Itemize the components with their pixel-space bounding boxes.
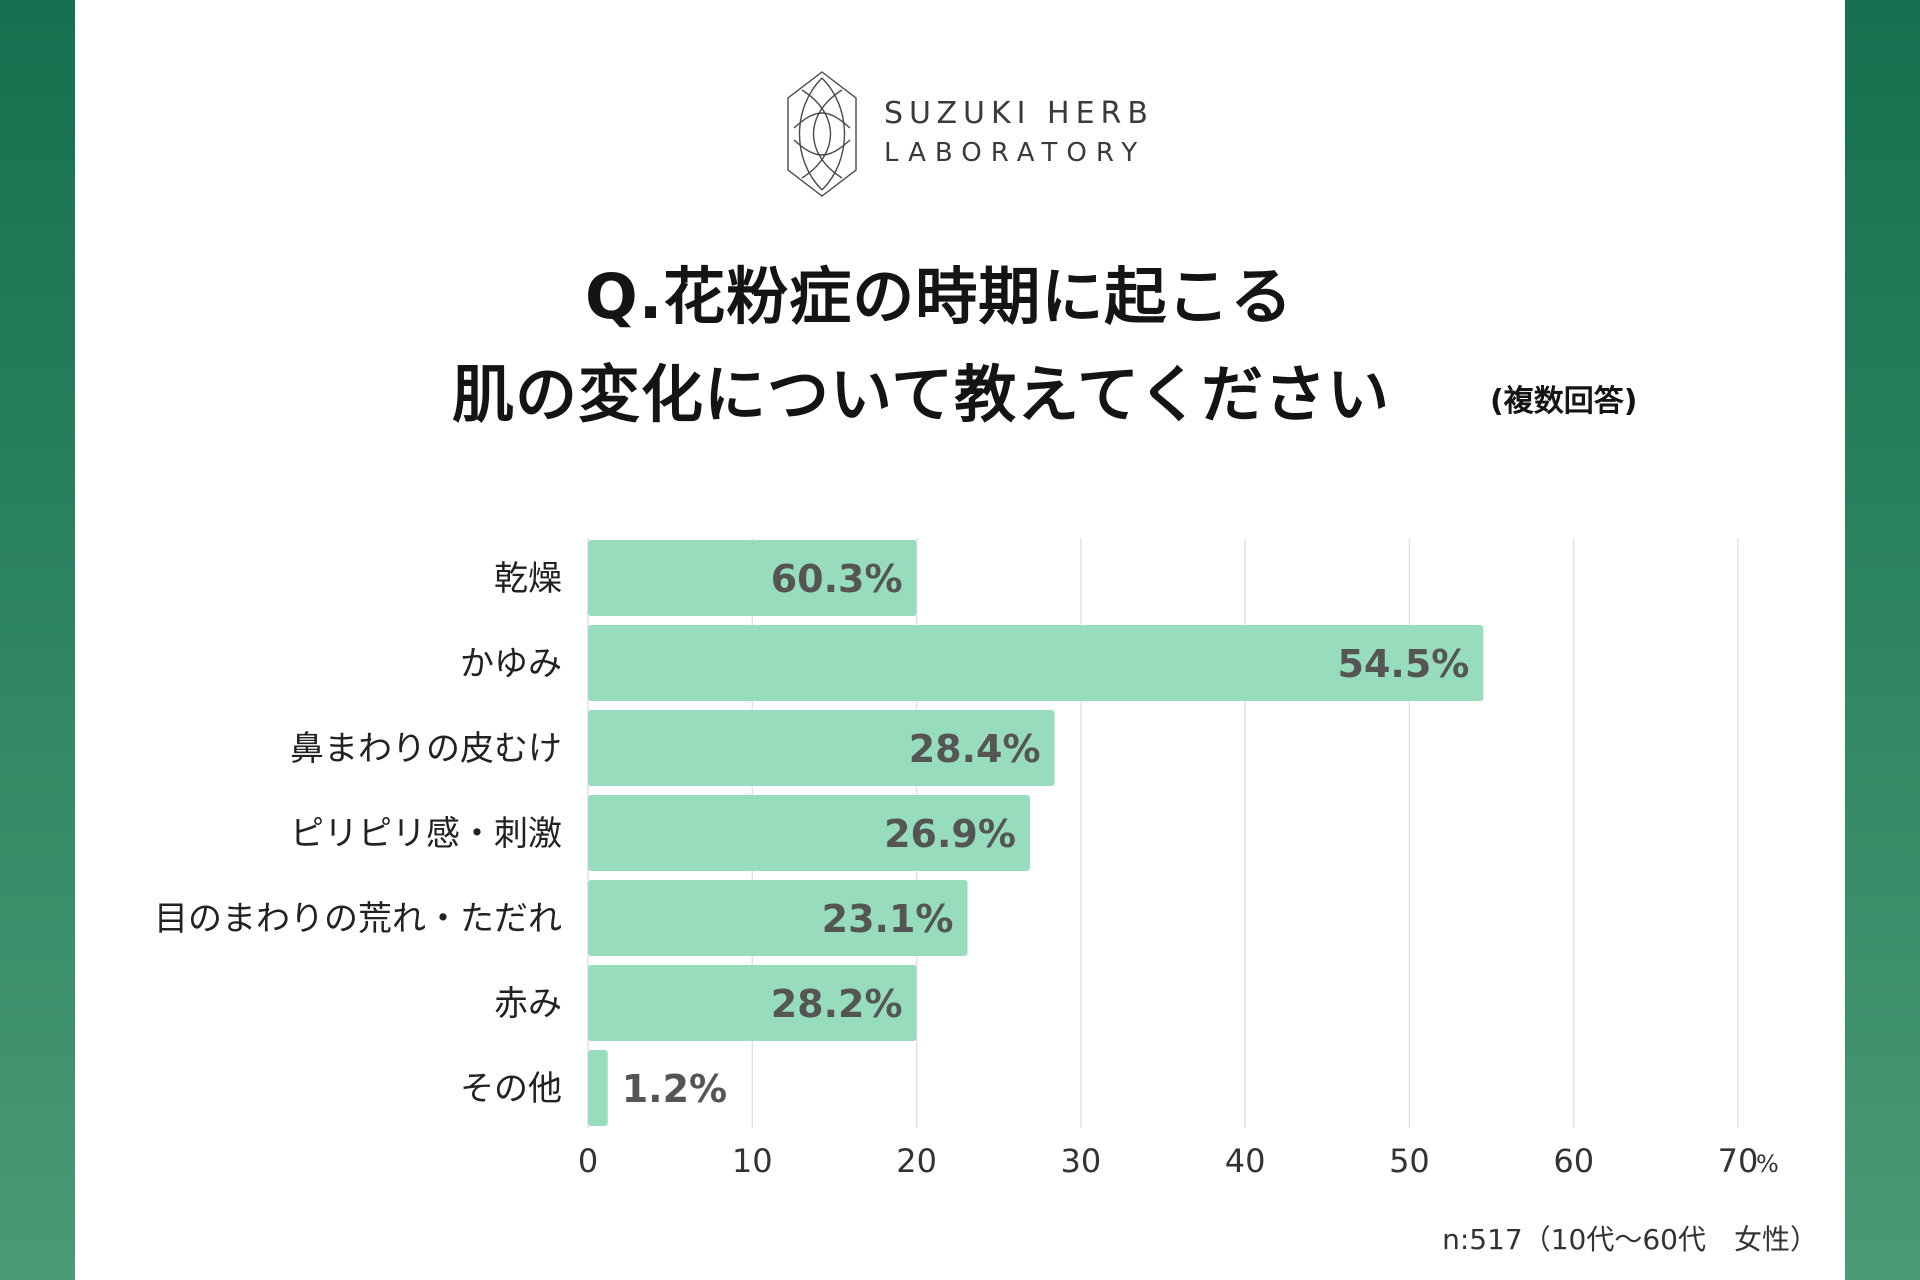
x-tick-label-70: 70 — [1718, 1142, 1759, 1180]
data-label-1: 60.3% — [771, 557, 903, 601]
sample-footnote: n:517（10代〜60代 女性） — [1442, 1223, 1818, 1256]
bar-6 — [588, 965, 917, 1041]
question-title-line1: Q.花粉症の時期に起こる — [585, 260, 1294, 333]
category-label-3: 鼻まわりの皮むけ — [290, 729, 562, 769]
data-label-2: 54.5% — [1338, 642, 1470, 686]
question-title-line2: 肌の変化について教えてください — [452, 358, 1391, 431]
x-tick-label-40: 40 — [1225, 1142, 1266, 1180]
left-green-band — [0, 0, 75, 1280]
bar-5 — [588, 880, 968, 956]
x-tick-label-60: 60 — [1553, 1142, 1594, 1180]
logo-text-line2: LABORATORY — [884, 138, 1147, 168]
category-label-2: かゆみ — [460, 644, 562, 684]
right-green-band — [1845, 0, 1920, 1280]
data-label-7: 1.2% — [622, 1067, 727, 1111]
bar-4 — [588, 795, 1030, 871]
bar-2 — [588, 625, 1484, 701]
bar-1 — [588, 540, 917, 616]
category-label-5: 目のまわりの荒れ・ただれ — [154, 899, 562, 939]
category-label-1: 乾燥 — [494, 559, 562, 599]
x-tick-label-10: 10 — [732, 1142, 773, 1180]
x-unit-suffix: % — [1756, 1150, 1779, 1178]
data-label-5: 23.1% — [822, 897, 954, 941]
label-layer: 乾燥 60.3% かゆみ 54.5% 鼻まわりの皮むけ 28.4% ピリピリ感・刺激 26.9… — [154, 557, 1469, 1111]
logo-text-line1: SUZUKI HERB — [884, 96, 1154, 131]
data-label-3: 28.4% — [909, 727, 1041, 771]
bar-layer — [588, 540, 1484, 1126]
bar-7 — [588, 1050, 608, 1126]
multiple-answer-note: (複数回答) — [1490, 384, 1638, 419]
data-label-4: 26.9% — [884, 812, 1016, 856]
category-label-6: 赤み — [494, 984, 562, 1024]
leaf-logo-icon — [787, 71, 857, 197]
x-tick-label-30: 30 — [1060, 1142, 1101, 1180]
category-label-4: ピリピリ感・刺激 — [290, 814, 562, 854]
bar-3 — [588, 710, 1055, 786]
x-tick-label-20: 20 — [896, 1142, 937, 1180]
brand-logo: SUZUKI HERB LABORATORY — [782, 68, 1148, 200]
tick-layer: 0 10 20 30 40 50 60 70% — [578, 1142, 1779, 1180]
x-tick-label-0: 0 — [578, 1142, 598, 1180]
category-label-7: その他 — [460, 1069, 562, 1109]
data-label-6: 28.2% — [771, 982, 903, 1026]
x-tick-label-50: 50 — [1389, 1142, 1430, 1180]
